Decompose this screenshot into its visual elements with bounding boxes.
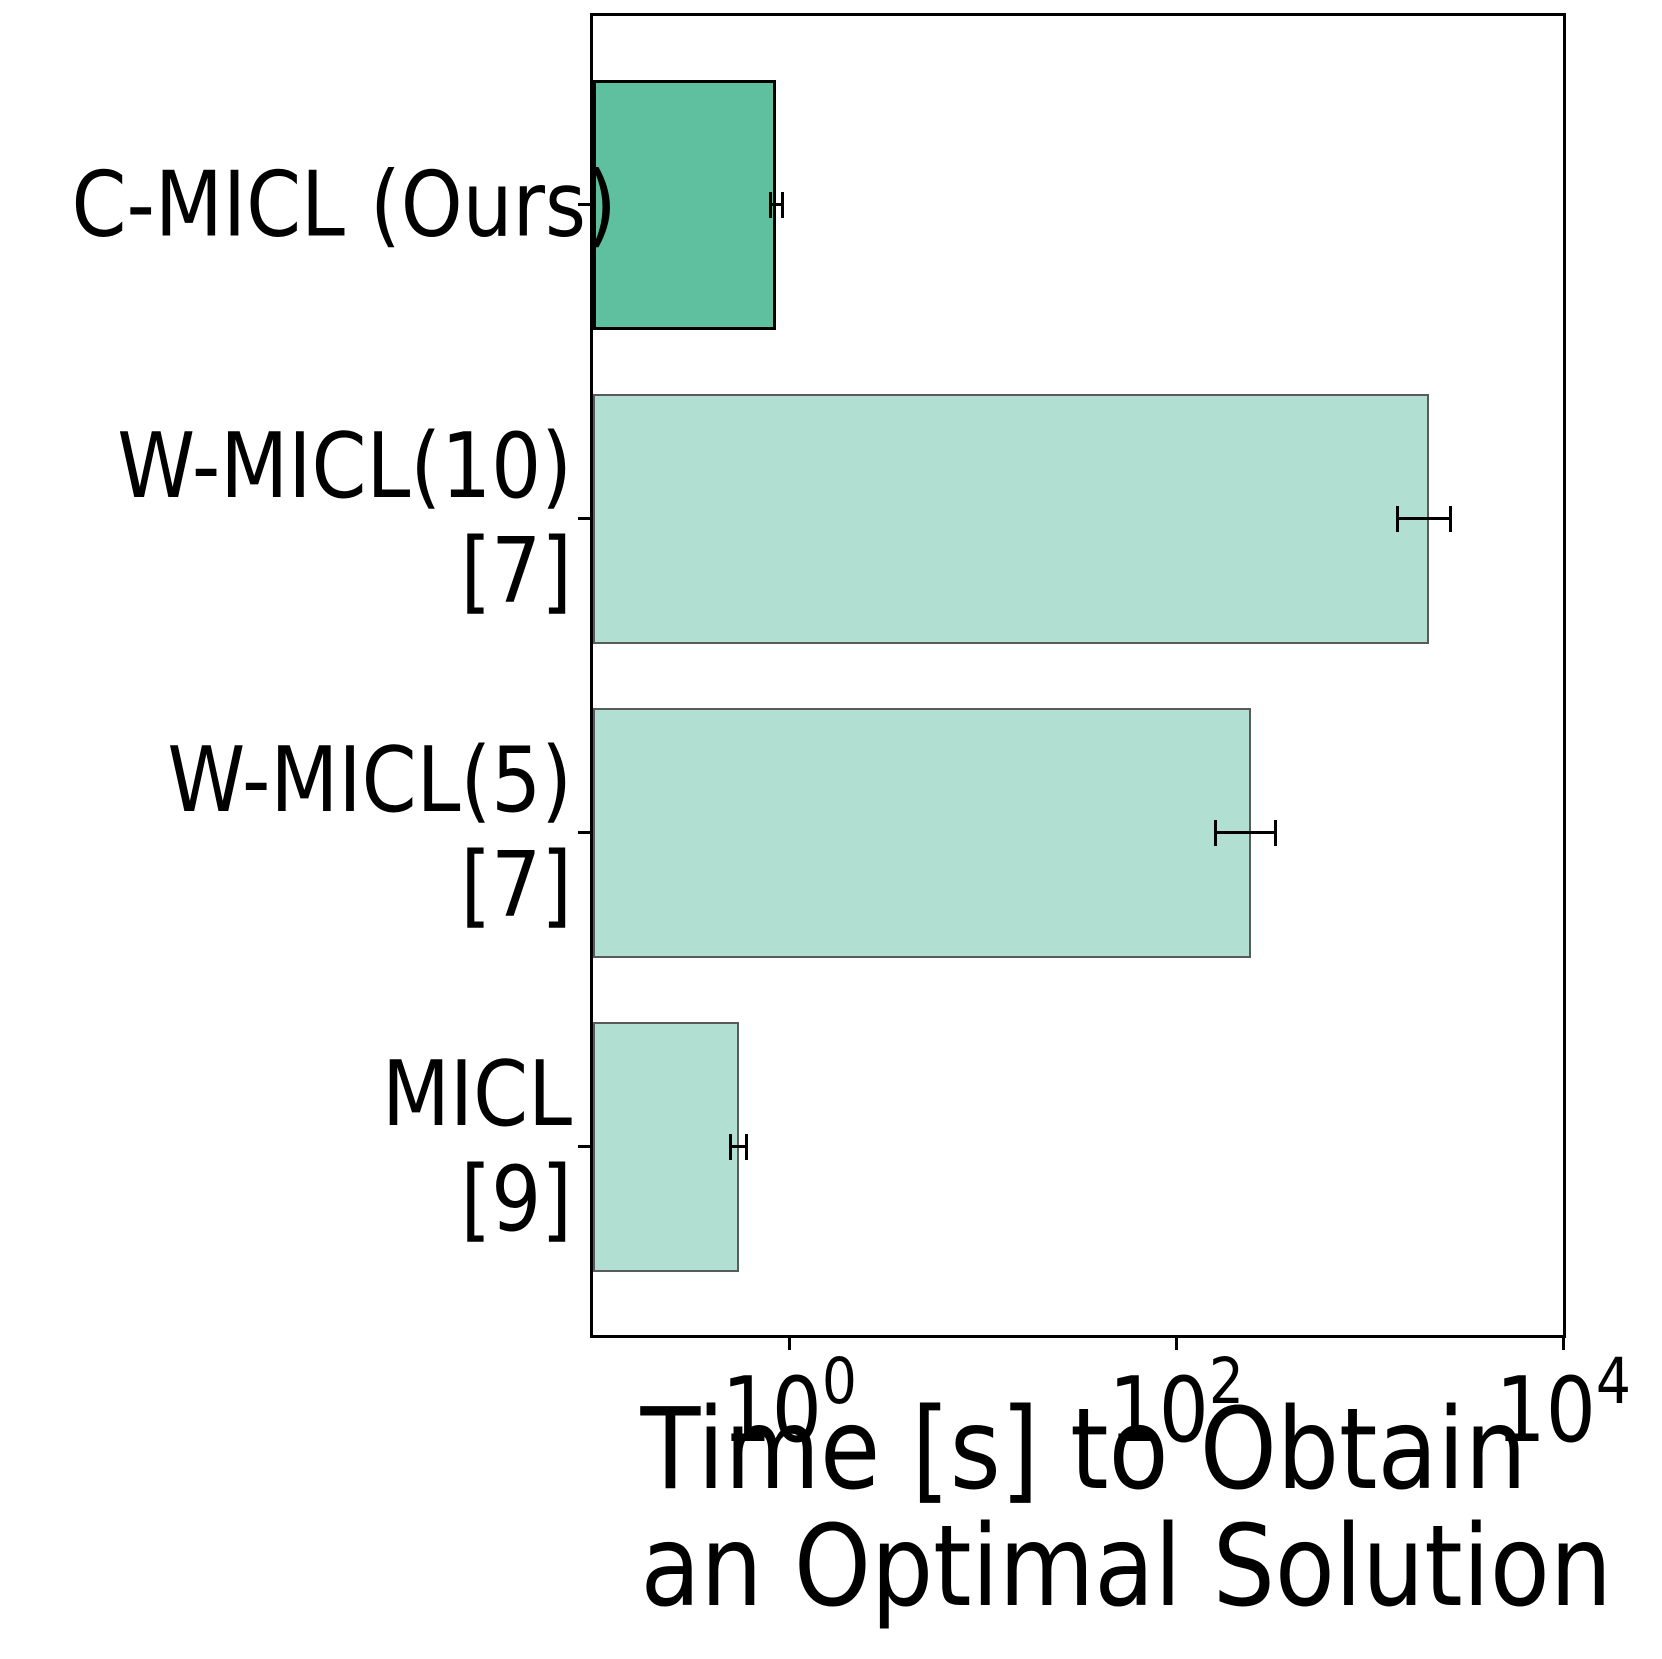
- x-axis-label-line1: Time [s] to Obtain: [640, 1385, 1527, 1515]
- x-tick-label-1-text: 102: [1108, 1329, 1243, 1463]
- bar-micl: [593, 1021, 739, 1272]
- plot-area: [590, 13, 1566, 1338]
- error-bar-micl: [730, 1145, 747, 1148]
- x-tick-label-1: 102: [976, 1329, 1376, 1463]
- y-tick-label-w-micl-10: W-MICL(10) [7]: [72, 413, 572, 624]
- y-tick-label-c-micl-ours-line1: C-MICL (Ours): [71, 152, 617, 257]
- y-tick-label-w-micl-5-line2: [7]: [460, 832, 572, 938]
- y-tick-label-w-micl-5-line1: W-MICL(5): [167, 727, 572, 833]
- x-tick-label-0-text: 100: [721, 1329, 856, 1463]
- x-tick-base: 10: [1495, 1358, 1596, 1463]
- x-tick-exponent: 2: [1208, 1345, 1244, 1418]
- x-tick-base: 10: [1108, 1358, 1209, 1463]
- error-bar-cap-w-micl-5-lo: [1214, 819, 1218, 846]
- x-tick-mark-2: [1561, 1338, 1565, 1350]
- bar-c-micl-ours: [593, 79, 776, 330]
- y-tick-label-micl-line1: MICL: [381, 1041, 572, 1147]
- x-tick-mark-1: [1174, 1338, 1178, 1350]
- y-tick-mark-w-micl-5: [578, 831, 590, 834]
- x-tick-label-2-text: 104: [1495, 1329, 1630, 1463]
- error-bar-cap-w-micl-10-hi: [1448, 505, 1452, 532]
- bar-w-micl-10: [593, 393, 1429, 644]
- x-tick-label-2: 104: [1363, 1329, 1662, 1463]
- y-tick-mark-w-micl-10: [578, 517, 590, 520]
- error-bar-cap-micl-hi: [744, 1133, 748, 1160]
- y-tick-label-w-micl-5: W-MICL(5) [7]: [72, 727, 572, 938]
- y-tick-label-c-micl-ours: C-MICL (Ours): [71, 152, 617, 257]
- error-bar-cap-c-micl-ours-hi: [780, 191, 784, 218]
- x-tick-exponent: 4: [1595, 1345, 1631, 1418]
- x-tick-exponent: 0: [821, 1345, 857, 1418]
- error-bar-cap-w-micl-10-lo: [1395, 505, 1399, 532]
- error-bar-c-micl-ours: [770, 203, 783, 206]
- error-bar-cap-c-micl-ours-lo: [768, 191, 772, 218]
- error-bar-cap-w-micl-5-hi: [1273, 819, 1277, 846]
- error-bar-w-micl-5: [1215, 831, 1276, 834]
- x-tick-label-0: 100: [589, 1329, 989, 1463]
- x-axis-label: Time [s] to Obtain an Optimal Solution: [640, 1385, 1612, 1632]
- y-tick-label-micl-line2: [9]: [460, 1146, 572, 1252]
- bar-w-micl-5: [593, 707, 1251, 958]
- y-tick-label-micl: MICL [9]: [72, 1041, 572, 1252]
- y-tick-mark-micl: [578, 1145, 590, 1148]
- y-tick-label-w-micl-10-line1: W-MICL(10): [117, 413, 572, 519]
- y-tick-label-w-micl-10-line2: [7]: [460, 518, 572, 624]
- x-axis-label-line2: an Optimal Solution: [640, 1502, 1612, 1632]
- x-tick-mark-0: [787, 1338, 791, 1350]
- y-tick-mark-c-micl-ours: [578, 203, 590, 206]
- error-bar-w-micl-10: [1397, 517, 1451, 520]
- x-tick-base: 10: [721, 1358, 822, 1463]
- error-bar-cap-micl-lo: [729, 1133, 733, 1160]
